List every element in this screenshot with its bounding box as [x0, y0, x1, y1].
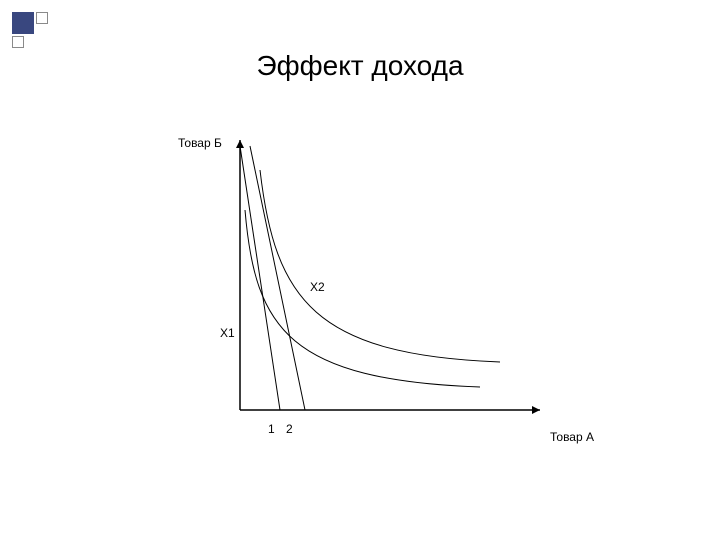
deco-square-big: [12, 12, 34, 34]
tick-label-2: 2: [286, 422, 293, 436]
income-effect-chart: Товар Б Товар А X1 X2 1 2: [200, 130, 560, 440]
deco-square-small-1: [36, 12, 48, 24]
x-axis-label: Товар А: [550, 430, 594, 444]
deco-square-small-2: [12, 36, 24, 48]
tick-label-1: 1: [268, 422, 275, 436]
page-title: Эффект дохода: [0, 50, 720, 82]
slide-corner-decoration: [12, 12, 42, 42]
point-label-x1: X1: [220, 326, 235, 340]
y-axis-label: Товар Б: [178, 136, 222, 150]
chart-svg: [200, 130, 560, 440]
point-label-x2: X2: [310, 280, 325, 294]
